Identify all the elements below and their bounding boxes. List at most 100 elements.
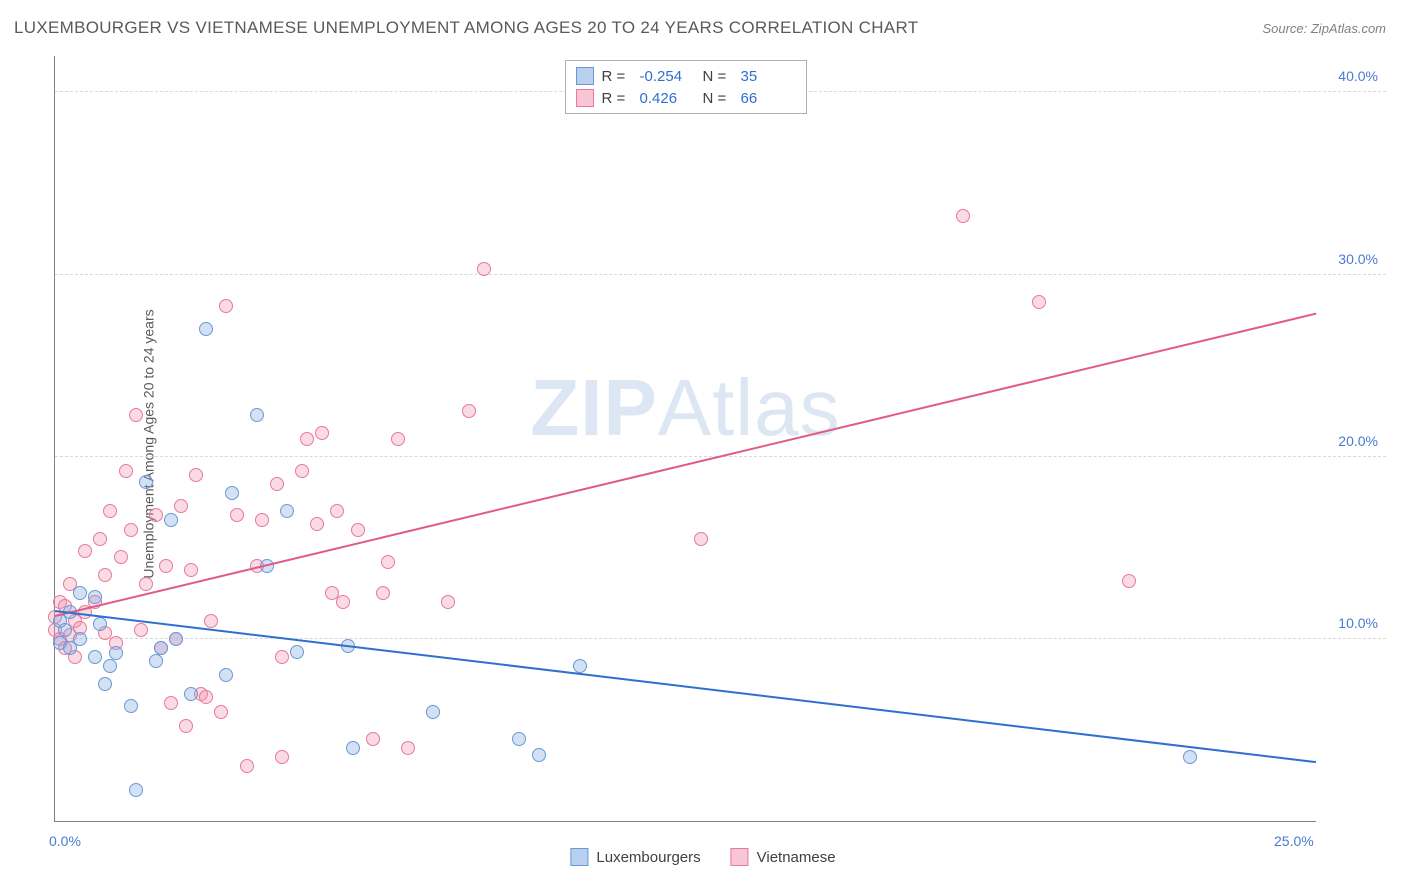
data-point — [103, 659, 117, 673]
source-label: Source: ZipAtlas.com — [1262, 21, 1386, 36]
data-point — [204, 614, 218, 628]
data-point — [139, 577, 153, 591]
data-point — [219, 299, 233, 313]
data-point — [255, 513, 269, 527]
swatch-pink-icon — [731, 848, 749, 866]
data-point — [250, 408, 264, 422]
watermark: ZIPAtlas — [530, 362, 840, 454]
data-point — [376, 586, 390, 600]
data-point — [441, 595, 455, 609]
data-point — [184, 687, 198, 701]
gridline — [55, 274, 1386, 275]
data-point — [124, 699, 138, 713]
data-point — [134, 623, 148, 637]
data-point — [956, 209, 970, 223]
data-point — [1032, 295, 1046, 309]
data-point — [366, 732, 380, 746]
data-point — [174, 499, 188, 513]
chart-title: LUXEMBOURGER VS VIETNAMESE UNEMPLOYMENT … — [14, 18, 918, 38]
data-point — [532, 748, 546, 762]
data-point — [103, 504, 117, 518]
data-point — [225, 486, 239, 500]
data-point — [694, 532, 708, 546]
data-point — [426, 705, 440, 719]
data-point — [129, 783, 143, 797]
data-point — [169, 632, 183, 646]
data-point — [73, 632, 87, 646]
legend-row-blue: R = -0.254 N = 35 — [576, 65, 796, 87]
x-tick-label: 25.0% — [1274, 833, 1314, 849]
data-point — [164, 513, 178, 527]
data-point — [119, 464, 133, 478]
data-point — [124, 523, 138, 537]
swatch-pink-icon — [576, 89, 594, 107]
data-point — [1183, 750, 1197, 764]
data-point — [230, 508, 244, 522]
data-point — [98, 677, 112, 691]
data-point — [275, 650, 289, 664]
data-point — [73, 586, 87, 600]
data-point — [346, 741, 360, 755]
y-tick-label: 30.0% — [1338, 251, 1378, 267]
swatch-blue-icon — [570, 848, 588, 866]
data-point — [98, 568, 112, 582]
data-point — [295, 464, 309, 478]
data-point — [280, 504, 294, 518]
chart-area: Unemployment Among Ages 20 to 24 years Z… — [48, 56, 1386, 832]
data-point — [477, 262, 491, 276]
legend-item-vietnamese: Vietnamese — [731, 848, 836, 866]
data-point — [275, 750, 289, 764]
gridline — [55, 638, 1386, 639]
data-point — [300, 432, 314, 446]
data-point — [351, 523, 365, 537]
data-point — [58, 623, 72, 637]
y-tick-label: 40.0% — [1338, 68, 1378, 84]
data-point — [159, 559, 173, 573]
swatch-blue-icon — [576, 67, 594, 85]
y-tick-label: 10.0% — [1338, 615, 1378, 631]
data-point — [114, 550, 128, 564]
correlation-legend: R = -0.254 N = 35 R = 0.426 N = 66 — [565, 60, 807, 114]
data-point — [78, 544, 92, 558]
data-point — [290, 645, 304, 659]
data-point — [336, 595, 350, 609]
data-point — [401, 741, 415, 755]
data-point — [93, 532, 107, 546]
series-legend: Luxembourgers Vietnamese — [570, 848, 835, 866]
data-point — [214, 705, 228, 719]
data-point — [149, 654, 163, 668]
x-tick-label: 0.0% — [49, 833, 81, 849]
data-point — [184, 563, 198, 577]
data-point — [154, 641, 168, 655]
data-point — [164, 696, 178, 710]
data-point — [88, 650, 102, 664]
data-point — [129, 408, 143, 422]
legend-item-luxembourgers: Luxembourgers — [570, 848, 700, 866]
data-point — [512, 732, 526, 746]
data-point — [240, 759, 254, 773]
data-point — [109, 646, 123, 660]
data-point — [189, 468, 203, 482]
data-point — [139, 475, 153, 489]
data-point — [315, 426, 329, 440]
data-point — [88, 590, 102, 604]
data-point — [219, 668, 233, 682]
data-point — [199, 322, 213, 336]
y-tick-label: 20.0% — [1338, 433, 1378, 449]
trend-line — [55, 313, 1316, 617]
data-point — [573, 659, 587, 673]
data-point — [330, 504, 344, 518]
data-point — [1122, 574, 1136, 588]
data-point — [381, 555, 395, 569]
data-point — [149, 508, 163, 522]
legend-row-pink: R = 0.426 N = 66 — [576, 87, 796, 109]
data-point — [199, 690, 213, 704]
data-point — [462, 404, 476, 418]
plot-area: ZIPAtlas R = -0.254 N = 35 R = 0.426 N =… — [54, 56, 1316, 822]
data-point — [310, 517, 324, 531]
data-point — [179, 719, 193, 733]
data-point — [93, 617, 107, 631]
trend-line — [55, 610, 1316, 763]
data-point — [391, 432, 405, 446]
data-point — [270, 477, 284, 491]
